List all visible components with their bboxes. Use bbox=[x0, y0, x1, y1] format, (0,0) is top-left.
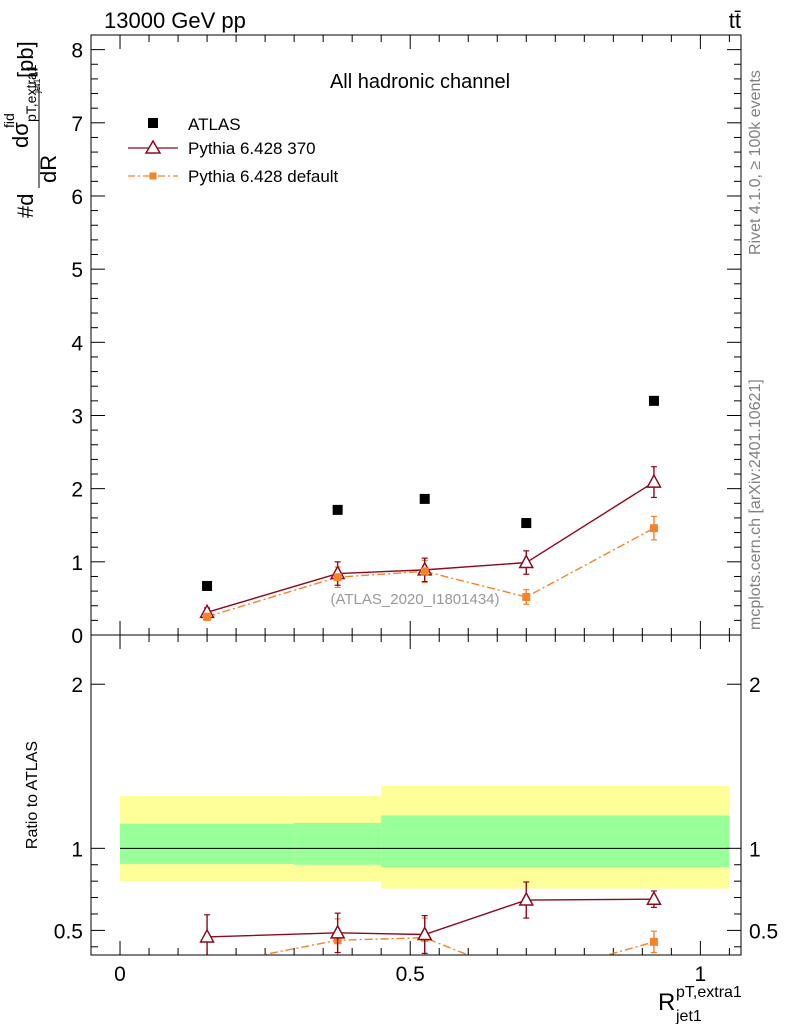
ratio-y-axis-label: Ratio to ATLAS bbox=[24, 741, 41, 849]
ratio-panel: 0.5 0.5 1 1 2 2 0 0.5 1 Ratio to ATLAS R pT,extr… bbox=[24, 635, 778, 1024]
rivet-version-label: Rivet 4.1.0, ≥ 100k events bbox=[747, 70, 764, 255]
ratio-y-tick-label-right: 1 bbox=[749, 838, 761, 861]
xlabel-main: R bbox=[658, 989, 675, 1016]
main-y-tick-label: 5 bbox=[71, 259, 83, 282]
ratio-pythia-default-point bbox=[649, 937, 658, 946]
ratio-pythia-370-point bbox=[199, 928, 215, 943]
main-axis-ticks bbox=[90, 34, 741, 636]
ratio-pythia-default-line bbox=[258, 937, 655, 955]
xlabel-sup: pT,extra1 bbox=[676, 984, 742, 1001]
atlas-data-point bbox=[648, 395, 659, 406]
analysis-id-label: (ATLAS_2020_I1801434) bbox=[330, 591, 499, 608]
main-y-tick-label: 3 bbox=[71, 405, 83, 428]
main-series-group bbox=[199, 395, 662, 621]
main-y-tick-label: 4 bbox=[71, 332, 83, 355]
ratio-pythia-370-point bbox=[416, 925, 433, 941]
atlas-data-point bbox=[521, 518, 532, 529]
legend-label-atlas: ATLAS bbox=[188, 115, 241, 134]
legend-label-pythia-default: Pythia 6.428 default bbox=[188, 167, 339, 186]
legend-label-pythia-370: Pythia 6.428 370 bbox=[188, 139, 316, 158]
x-tick-label: 1 bbox=[695, 963, 707, 986]
main-panel: 0 1 2 3 4 5 6 7 8 All hadronic channel (ATLAS_20… bbox=[1, 34, 741, 648]
main-y-tick-label: 6 bbox=[71, 186, 83, 209]
main-y-tick-label: 0 bbox=[71, 625, 83, 648]
xlabel-sub: jet1 bbox=[675, 1008, 702, 1024]
ratio-pythia-370-point bbox=[646, 890, 662, 905]
pythia-default-point bbox=[333, 573, 342, 582]
process-label: tt̄ bbox=[729, 8, 741, 33]
ratio-pythia-370-line bbox=[207, 898, 654, 938]
ylabel-unit: [pb] bbox=[13, 41, 38, 78]
ratio-tick-labels: 0.5 0.5 1 1 2 2 0 0.5 1 bbox=[54, 674, 778, 986]
pythia-default-point bbox=[522, 592, 531, 601]
inner-uncertainty-band bbox=[120, 823, 295, 864]
x-axis-label: R pT,extra1 jet1 bbox=[658, 984, 742, 1024]
ratio-pythia-370-point bbox=[329, 924, 346, 939]
x-tick-label: 0.5 bbox=[396, 963, 425, 986]
main-y-tick-label: 7 bbox=[71, 113, 83, 136]
ratio-pythia-370-point bbox=[518, 891, 535, 906]
ylabel-num-sup: fid bbox=[1, 113, 17, 128]
ylabel-numerator: dσ bbox=[8, 122, 33, 148]
pythia-370-point bbox=[518, 553, 535, 569]
ratio-y-tick-label: 0.5 bbox=[54, 920, 83, 943]
ratio-y-tick-label: 2 bbox=[71, 674, 83, 697]
energy-label: 13000 GeV pp bbox=[104, 8, 246, 33]
x-tick-label: 0 bbox=[114, 963, 126, 986]
main-y-tick-label: 8 bbox=[71, 40, 83, 63]
main-y-tick-label: 2 bbox=[71, 479, 83, 502]
pythia-default-point bbox=[649, 524, 658, 533]
ylabel-prefix: #d bbox=[13, 194, 38, 218]
ylabel-num-subsub: jet1 bbox=[32, 78, 42, 94]
atlas-data-point bbox=[332, 504, 343, 515]
pythia-default-point bbox=[203, 612, 212, 621]
legend-marker-pythia-default bbox=[149, 172, 157, 180]
main-y-tick-labels: 0 1 2 3 4 5 6 7 8 bbox=[71, 40, 83, 648]
atlas-data-point bbox=[202, 580, 213, 591]
ratio-y-tick-label-right: 0.5 bbox=[749, 920, 778, 943]
ratio-pythia-default-point bbox=[522, 974, 530, 982]
ylabel-num-sub: pT,extra1 bbox=[23, 64, 39, 122]
pythia-default-point bbox=[420, 567, 429, 576]
ratio-y-tick-label: 1 bbox=[71, 838, 83, 861]
mcplots-label: mcplots.cern.ch [arXiv:2401.10621] bbox=[747, 379, 764, 630]
legend-marker-pythia-370 bbox=[144, 139, 162, 154]
pythia-370-point bbox=[646, 473, 662, 488]
inner-uncertainty-band bbox=[294, 822, 382, 865]
ratio-series-group bbox=[199, 881, 662, 982]
main-y-tick-label: 1 bbox=[71, 552, 83, 575]
legend: ATLAS Pythia 6.428 370 Pythia 6.428 defa… bbox=[128, 115, 339, 186]
legend-marker-atlas bbox=[148, 118, 158, 128]
atlas-data-point bbox=[419, 493, 430, 504]
inner-uncertainty-band bbox=[381, 815, 730, 868]
chart-title: All hadronic channel bbox=[330, 71, 510, 93]
ratio-frame bbox=[90, 634, 742, 956]
ratio-y-tick-label-right: 2 bbox=[749, 674, 761, 697]
main-y-axis-label: #d dσ fid pT,extra1 jet1 dR [pb] bbox=[1, 41, 61, 218]
uncertainty-bands bbox=[120, 785, 730, 889]
ratio-pythia-default-point bbox=[203, 962, 211, 970]
ylabel-denominator: dR bbox=[36, 155, 61, 183]
